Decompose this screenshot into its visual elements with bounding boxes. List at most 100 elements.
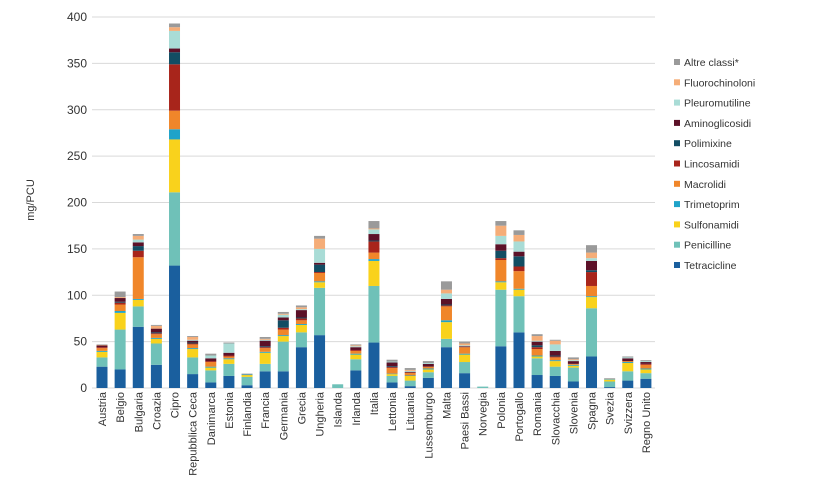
- bar-segment: [549, 350, 561, 356]
- bar-segment: [241, 374, 253, 376]
- bar-segment: [386, 368, 398, 374]
- bar-segment: [114, 298, 126, 302]
- bar-segment: [295, 307, 307, 310]
- bar-segment: [259, 346, 271, 348]
- legend-label: Pleuromutiline: [684, 98, 751, 110]
- x-tick-label: Repubblica Ceca: [188, 391, 200, 476]
- bar-segment: [531, 349, 543, 356]
- bar-segment: [350, 350, 362, 354]
- bar-segment: [350, 370, 362, 388]
- bar-segment: [277, 317, 289, 321]
- x-tick-label: Finlandia: [242, 391, 254, 437]
- bar-segment: [187, 339, 199, 341]
- bar-stack: [259, 336, 271, 388]
- x-tick-label: Austria: [97, 391, 109, 426]
- bar-segment: [386, 374, 398, 376]
- bar-stack: [150, 324, 162, 388]
- bar-segment: [622, 371, 634, 381]
- bar-segment: [314, 281, 326, 283]
- bar-segment: [386, 361, 398, 363]
- bar-segment: [495, 225, 507, 236]
- bar-segment: [422, 369, 434, 373]
- bar-segment: [459, 347, 471, 354]
- bar-segment: [495, 235, 507, 245]
- bar-segment: [604, 378, 616, 380]
- x-tick-label: Portogallo: [514, 392, 526, 442]
- bar-segment: [640, 363, 652, 365]
- bar-segment: [495, 250, 507, 259]
- bar-stack: [459, 341, 471, 388]
- bar-segment: [622, 358, 634, 362]
- bar-segment: [96, 350, 108, 352]
- bar-segment: [259, 371, 271, 388]
- x-tick-label: Cipro: [170, 392, 182, 418]
- bar-segment: [531, 345, 543, 348]
- bar-segment: [223, 375, 235, 388]
- bar-segment: [96, 351, 108, 358]
- bar-segment: [368, 228, 380, 230]
- bar-segment: [586, 297, 598, 309]
- bar-segment: [368, 221, 380, 229]
- bar-segment: [368, 229, 380, 235]
- bar-segment: [513, 288, 525, 290]
- bar-segment: [259, 363, 271, 372]
- bar-segment: [350, 354, 362, 360]
- bar-segment: [513, 266, 525, 272]
- bar-segment: [368, 259, 380, 261]
- bar-segment: [314, 335, 326, 388]
- bar-segment: [622, 357, 634, 359]
- bar-segment: [640, 360, 652, 362]
- bar-segment: [386, 366, 398, 368]
- bar-segment: [459, 343, 471, 346]
- bar-segment: [477, 386, 489, 388]
- bar-segment: [586, 245, 598, 253]
- legend-label: Penicilline: [684, 240, 731, 252]
- bar-segment: [150, 334, 162, 338]
- bar-segment: [586, 356, 598, 388]
- bar-segment: [187, 349, 199, 358]
- bar-segment: [150, 343, 162, 365]
- bar-segment: [223, 356, 235, 359]
- bar-segment: [295, 332, 307, 348]
- bar-segment: [567, 361, 579, 364]
- bar-segment: [277, 341, 289, 372]
- bar-segment: [114, 301, 126, 303]
- bar-segment: [259, 338, 271, 340]
- bar-segment: [640, 362, 652, 364]
- legend-item: Polimixine: [674, 138, 732, 150]
- bar-segment: [132, 306, 144, 327]
- legend-swatch: [674, 241, 680, 248]
- bar-segment: [567, 357, 579, 360]
- bar-segment: [549, 375, 561, 388]
- legend-label: Fluorochinoloni: [684, 77, 755, 89]
- bar-segment: [640, 361, 652, 363]
- x-tick-label: Bulgaria: [133, 391, 145, 432]
- bar-segment: [259, 351, 271, 353]
- bar-segment: [259, 348, 271, 352]
- bar-segment: [586, 258, 598, 261]
- bar-segment: [549, 339, 561, 341]
- x-tick-label: Paesi Bassi: [460, 392, 472, 449]
- bar-segment: [223, 358, 235, 360]
- bar-segment: [495, 282, 507, 290]
- bar-segment: [604, 387, 616, 388]
- legend-label: Tetracicline: [684, 260, 737, 272]
- bar-segment: [549, 357, 561, 361]
- bar-segment: [386, 382, 398, 388]
- bar-segment: [295, 310, 307, 318]
- bar-segment: [132, 298, 144, 300]
- bar-segment: [422, 368, 434, 370]
- bar-segment: [495, 289, 507, 347]
- bar-segment: [314, 264, 326, 273]
- bar-segment: [132, 299, 144, 307]
- bar-segment: [314, 262, 326, 265]
- bar-segment: [277, 320, 289, 328]
- bar-segment: [96, 344, 108, 346]
- bar-segment: [513, 296, 525, 333]
- bar-segment: [495, 346, 507, 388]
- y-tick-label: 200: [67, 196, 87, 210]
- x-tick-label: Spagna: [587, 391, 599, 430]
- legend-label: Lincosamidi: [684, 159, 739, 171]
- bar-segment: [459, 354, 471, 363]
- bar-segment: [295, 324, 307, 325]
